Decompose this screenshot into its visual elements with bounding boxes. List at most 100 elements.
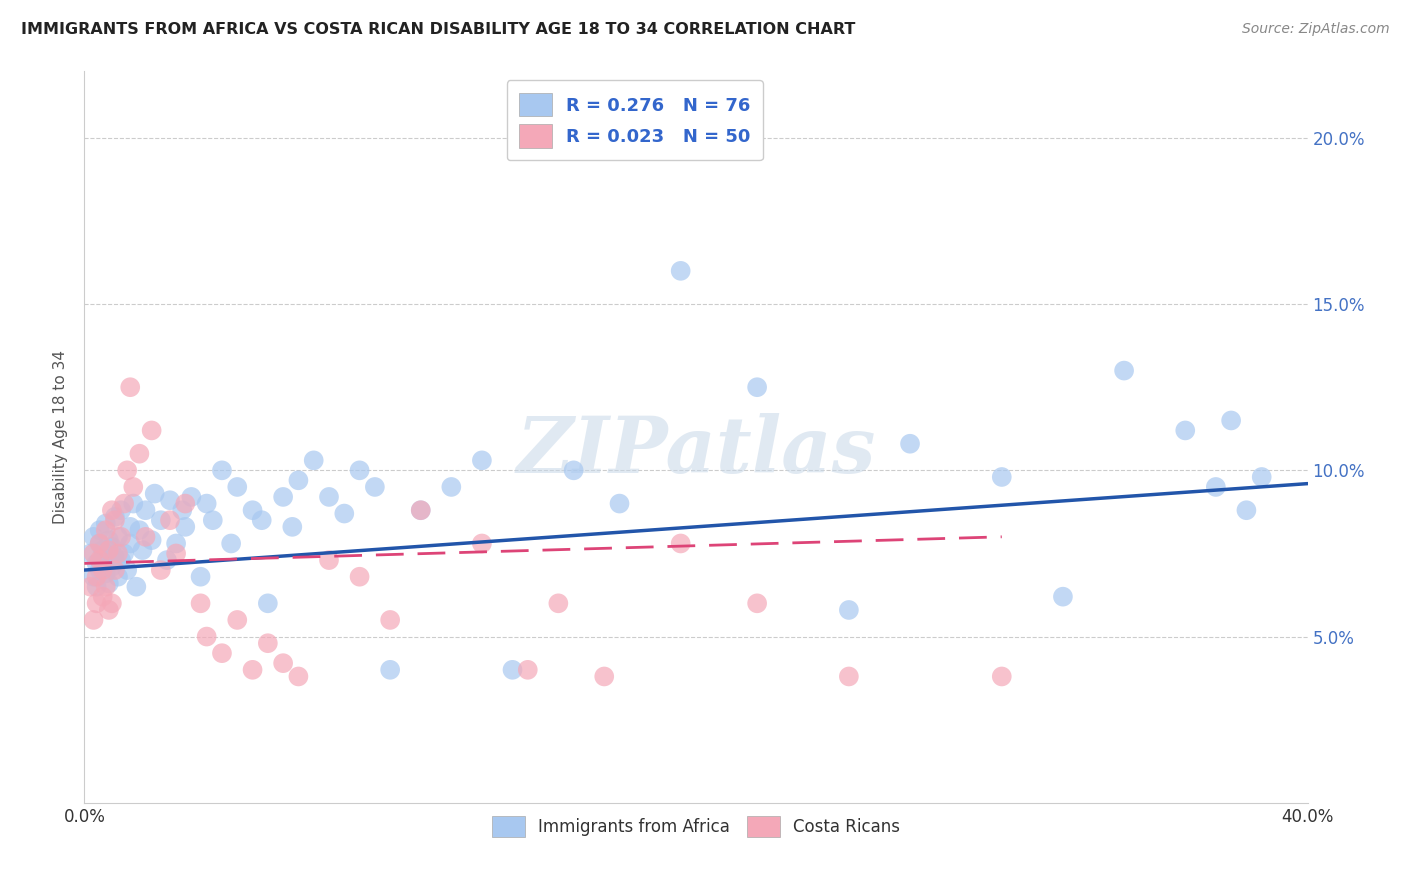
Point (143, 486, 166, 500)
Point (165, 536, 187, 550)
Point (271, 656, 294, 670)
Point (669, 536, 692, 550)
Point (94, 580, 117, 594)
Point (180, 490, 202, 504)
Point (89, 553, 111, 567)
Point (94, 523, 117, 537)
Point (107, 546, 129, 560)
Point (135, 530, 157, 544)
Point (302, 453, 325, 467)
Point (502, 663, 524, 677)
Point (104, 563, 127, 577)
Point (1174, 424, 1197, 438)
Text: ZIPatlas: ZIPatlas (516, 414, 876, 490)
Point (97, 533, 120, 548)
Point (287, 669, 309, 683)
Point (86, 580, 108, 594)
Point (110, 530, 132, 544)
Point (174, 497, 197, 511)
Point (91, 553, 114, 567)
Point (333, 507, 356, 521)
Point (83, 546, 105, 560)
Point (83, 570, 105, 584)
Point (838, 603, 860, 617)
Point (149, 513, 172, 527)
Y-axis label: Disability Age 18 to 34: Disability Age 18 to 34 (53, 350, 69, 524)
Point (898, 436, 921, 450)
Point (159, 513, 181, 527)
Point (115, 563, 138, 577)
Point (547, 596, 569, 610)
Point (991, 470, 1014, 484)
Point (271, 490, 294, 504)
Point (89, 536, 111, 550)
Point (471, 536, 494, 550)
Point (226, 613, 249, 627)
Point (101, 596, 124, 610)
Point (101, 540, 124, 554)
Point (89, 536, 111, 550)
Point (94, 566, 117, 581)
Point (107, 530, 129, 544)
Point (112, 546, 135, 560)
Point (120, 380, 142, 394)
Text: Source: ZipAtlas.com: Source: ZipAtlas.com (1241, 22, 1389, 37)
Point (318, 553, 340, 567)
Point (226, 480, 249, 494)
Point (242, 503, 264, 517)
Point (380, 663, 402, 677)
Point (409, 503, 432, 517)
Point (471, 453, 494, 467)
Point (125, 580, 148, 594)
Point (97, 576, 120, 591)
Point (120, 536, 142, 550)
Point (257, 596, 280, 610)
Point (122, 480, 145, 494)
Point (380, 613, 402, 627)
Point (128, 447, 150, 461)
Point (104, 549, 127, 564)
Point (83, 613, 105, 627)
Point (1114, 363, 1136, 377)
Point (141, 533, 163, 548)
Point (135, 503, 157, 517)
Point (110, 553, 132, 567)
Point (89, 523, 111, 537)
Point (101, 559, 124, 574)
Point (104, 509, 127, 524)
Point (349, 463, 371, 477)
Point (172, 503, 194, 517)
Point (201, 513, 224, 527)
Point (165, 546, 187, 560)
Point (91, 563, 114, 577)
Point (281, 520, 304, 534)
Point (128, 523, 150, 537)
Point (159, 493, 181, 508)
Point (190, 596, 212, 610)
Point (115, 463, 138, 477)
Point (609, 497, 631, 511)
Point (211, 646, 233, 660)
Point (991, 669, 1014, 683)
Point (149, 563, 172, 577)
Point (250, 513, 273, 527)
Point (86, 570, 108, 584)
Point (112, 497, 135, 511)
Point (747, 380, 769, 394)
Point (409, 503, 432, 517)
Point (101, 503, 124, 517)
Point (838, 669, 860, 683)
Point (242, 663, 264, 677)
Point (94, 516, 117, 531)
Point (79, 546, 101, 560)
Point (257, 636, 280, 650)
Point (174, 520, 197, 534)
Point (91, 590, 114, 604)
Point (1052, 590, 1074, 604)
Point (83, 530, 105, 544)
Point (747, 596, 769, 610)
Point (1205, 480, 1227, 494)
Point (349, 570, 371, 584)
Point (1220, 413, 1243, 427)
Point (287, 473, 309, 487)
